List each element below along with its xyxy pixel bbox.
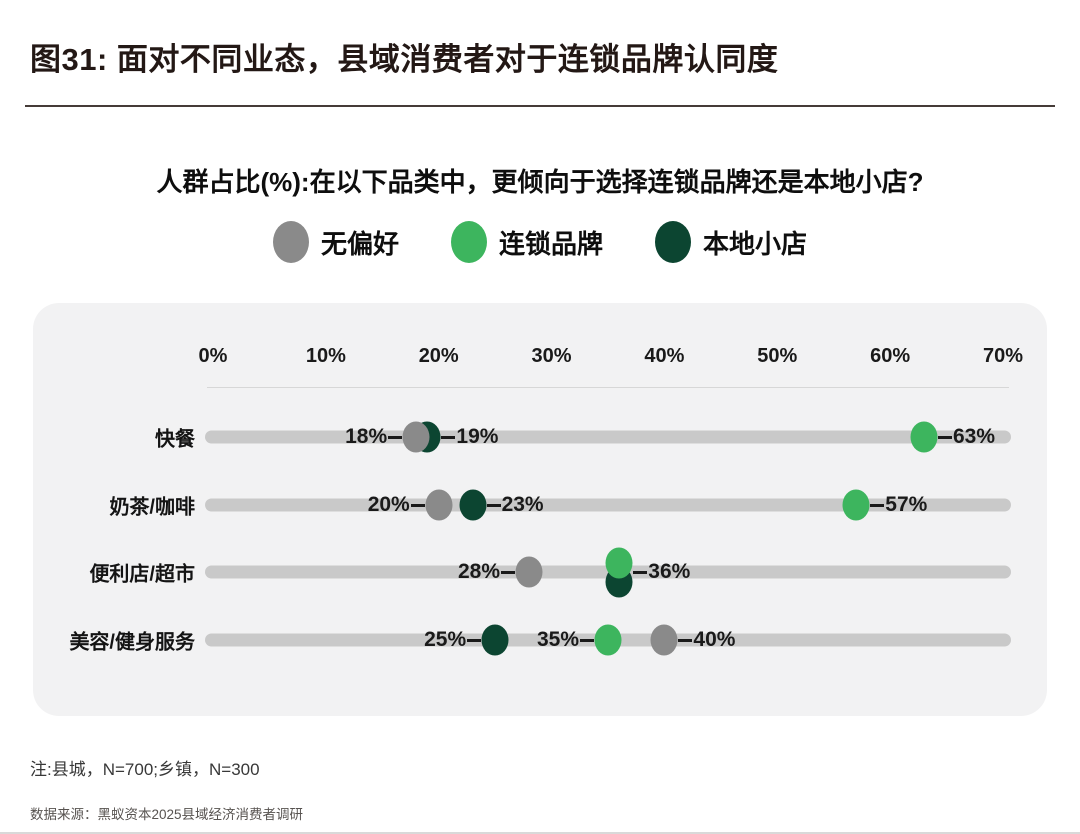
data-point-label: 63% — [937, 425, 995, 449]
category-label: 快餐 — [155, 428, 195, 451]
legend-dot-icon — [655, 221, 691, 263]
data-point-value: 40% — [693, 628, 736, 651]
data-point-no_preference — [425, 489, 453, 521]
figure-title: 图31: 面对不同业态，县域消费者对于连锁品牌认同度 — [30, 42, 779, 77]
data-point-value: 35% — [536, 628, 579, 651]
legend-dot-icon — [272, 221, 309, 263]
data-point-label: 57% — [869, 493, 927, 517]
category-row: 便利店/超市 28% 36% — [33, 547, 1047, 598]
data-point-label: 36% — [632, 560, 690, 584]
data-point-no_preference — [402, 421, 430, 453]
x-axis-tick: 0% — [198, 345, 228, 367]
data-point-label: 18% — [345, 425, 403, 449]
chart-question: 人群占比(%):在以下品类中，更倾向于选择连锁品牌还是本地小店? — [156, 167, 924, 197]
x-axis-tick: 10% — [305, 345, 346, 367]
data-point-no_preference — [515, 556, 543, 588]
legend-item-local: 本地小店 — [655, 221, 807, 263]
x-axis-line — [207, 387, 1009, 388]
label-connector-line — [388, 435, 403, 439]
label-connector-line — [633, 570, 648, 574]
row-track — [205, 430, 1011, 444]
data-point-chain — [842, 489, 870, 521]
label-connector-line — [678, 638, 693, 642]
data-point-chain — [910, 421, 938, 453]
data-point-label: 40% — [677, 628, 735, 652]
legend-item-no_preference: 无偏好 — [272, 221, 399, 263]
category-row: 快餐 19% 18% 63% — [33, 415, 1047, 459]
label-connector-line — [486, 503, 501, 507]
legend-dot-icon — [450, 221, 487, 263]
x-axis-tick: 20% — [418, 345, 459, 367]
label-connector-line — [410, 503, 425, 507]
data-point-value: 19% — [456, 425, 499, 448]
legend-label: 本地小店 — [703, 228, 808, 259]
x-axis-tick: 40% — [644, 345, 685, 367]
x-axis-tick: 30% — [531, 345, 572, 367]
category-row: 奶茶/咖啡 20% 23% 57% — [33, 483, 1047, 527]
data-point-value: 36% — [648, 560, 691, 583]
data-point-value: 23% — [501, 493, 544, 516]
data-point-value: 18% — [345, 425, 388, 448]
data-point-value: 20% — [367, 493, 410, 516]
legend-item-chain: 连锁品牌 — [450, 221, 603, 263]
x-axis-tick: 70% — [982, 345, 1024, 367]
label-connector-line — [938, 435, 952, 439]
label-connector-line — [580, 638, 594, 642]
label-connector-line — [870, 503, 885, 507]
bottom-divider — [0, 832, 1080, 834]
chart-panel: 0% 10% 20% 30% 40% 50% 60% 70% 快餐 19% 18% 63% 奶茶/咖啡… — [33, 303, 1047, 716]
legend-label: 无偏好 — [320, 228, 399, 259]
data-point-no_preference — [650, 624, 678, 656]
data-point-chain — [605, 547, 633, 579]
data-point-label: 35% — [537, 628, 595, 652]
data-point-value: 63% — [953, 425, 996, 448]
row-track — [205, 498, 1011, 512]
data-point-local — [459, 489, 487, 521]
data-source: 数据来源：黑蚁资本2025县域经济消费者调研 — [30, 807, 304, 822]
data-point-label: 28% — [458, 560, 516, 584]
sample-note: 注:县城，N=700;乡镇，N=300 — [30, 760, 260, 779]
label-connector-line — [467, 638, 482, 642]
category-row: 美容/健身服务 25% 35% 40% — [33, 618, 1047, 662]
category-label: 美容/健身服务 — [69, 631, 195, 654]
label-connector-line — [501, 570, 515, 574]
x-axis-tick: 60% — [870, 345, 911, 367]
title-divider — [25, 105, 1055, 107]
label-connector-line — [441, 435, 456, 439]
data-point-label: 25% — [424, 628, 482, 652]
category-label: 奶茶/咖啡 — [109, 496, 195, 519]
data-point-value: 28% — [457, 560, 500, 583]
category-label: 便利店/超市 — [89, 563, 195, 586]
data-point-label: 19% — [440, 425, 498, 449]
data-point-label: 23% — [486, 493, 544, 517]
legend: 无偏好 连锁品牌 本地小店 — [0, 221, 1080, 263]
data-point-value: 57% — [885, 493, 928, 516]
x-axis-tick: 50% — [757, 345, 798, 367]
data-point-value: 25% — [424, 628, 467, 651]
data-point-chain — [594, 624, 622, 656]
data-point-label: 20% — [368, 493, 426, 517]
data-point-local — [481, 624, 509, 656]
legend-label: 连锁品牌 — [498, 228, 603, 259]
